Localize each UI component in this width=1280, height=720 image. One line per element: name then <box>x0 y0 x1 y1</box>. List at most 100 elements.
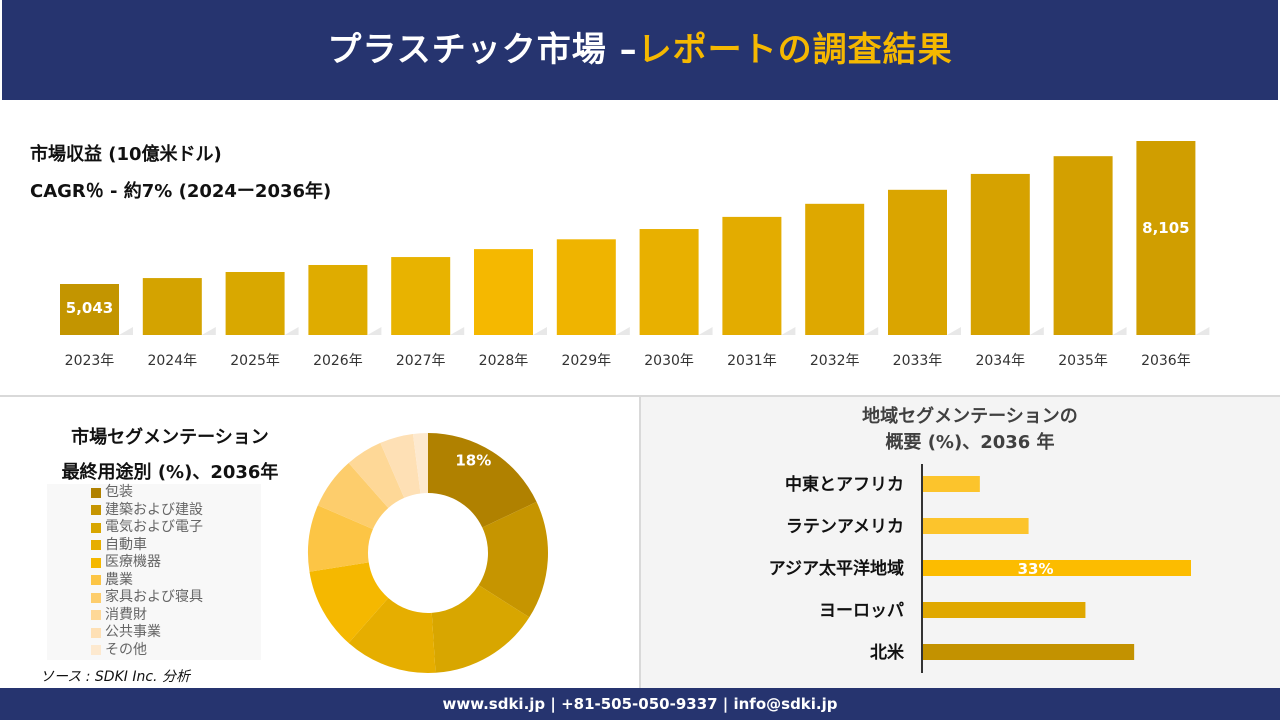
x-tick-label: 2023年 <box>65 353 115 369</box>
x-tick-label: 2031年 <box>727 353 777 369</box>
revenue-bar <box>1053 156 1113 335</box>
bar-data-label: 8,105 <box>1142 219 1189 237</box>
revenue-bar <box>722 216 782 335</box>
region-bar <box>923 644 1135 660</box>
legend-item: 消費財 <box>91 607 261 625</box>
region-bar <box>923 518 1029 534</box>
legend-item: 農業 <box>91 572 261 590</box>
legend-item: その他 <box>91 642 261 660</box>
bar-shadow <box>201 327 216 335</box>
legend-item: 電気および電子 <box>91 519 261 537</box>
bar-shadow <box>1112 327 1127 335</box>
legend-item: 自動車 <box>91 537 261 555</box>
x-tick-label: 2029年 <box>561 353 611 369</box>
donut-legend: 包装 建築および建設 電気および電子 自動車 医療機器 農業 家具および寝具 消費財 公共事業そ… <box>47 484 261 660</box>
divider <box>639 397 641 688</box>
legend-swatch <box>91 645 101 656</box>
title-main: プラスチック市場 – <box>327 30 638 70</box>
bar-shadow <box>119 327 133 335</box>
revenue-bar <box>970 173 1030 335</box>
revenue-bar <box>391 257 451 335</box>
y-tick-label: ラテンアメリカ <box>786 517 904 537</box>
legend-item: 家具および寝具 <box>91 589 261 607</box>
legend-label: 建築および建設 <box>105 501 203 518</box>
bar-shadow <box>450 327 465 335</box>
revenue-bar <box>225 271 285 335</box>
x-tick-label: 2035年 <box>1058 353 1108 369</box>
legend-label: 電気および電子 <box>105 519 203 536</box>
legend-swatch <box>91 575 101 586</box>
region-bar <box>923 476 980 492</box>
bar-shadow <box>615 327 630 335</box>
legend-swatch <box>91 557 101 568</box>
legend-label: 公共事業 <box>105 624 161 641</box>
legend-item: 建築および建設 <box>91 502 261 520</box>
donut-slice <box>317 462 389 530</box>
donut-slice <box>308 505 373 572</box>
x-tick-label: 2030年 <box>644 353 694 369</box>
revenue-bar <box>556 239 616 335</box>
x-tick-label: 2027年 <box>396 353 446 369</box>
bar-shadow <box>367 327 382 335</box>
region-bar <box>923 560 1191 576</box>
region-title-line2: 概要 (%)、2036 年 <box>885 432 1055 453</box>
y-tick-label: ヨーロッパ <box>819 601 904 621</box>
region-bar <box>923 602 1086 618</box>
legend-label: 包装 <box>105 484 133 501</box>
revenue-bar <box>474 249 533 335</box>
legend-label: 自動車 <box>105 536 147 553</box>
legend-swatch <box>91 627 101 638</box>
x-tick-label: 2032年 <box>810 353 860 369</box>
legend-label: 医療機器 <box>105 554 161 571</box>
x-tick-label: 2036年 <box>1141 353 1191 369</box>
bar-shadow <box>781 327 796 335</box>
x-tick-label: 2025年 <box>230 353 280 369</box>
title-accent: レポートの調査結果 <box>637 30 953 70</box>
legend-swatch <box>91 592 101 603</box>
source-note: ソース : SDKI Inc. 分析 <box>40 669 190 685</box>
revenue-bar <box>142 278 202 335</box>
bar-shadow <box>1195 327 1210 335</box>
donut-slice <box>431 585 530 673</box>
legend-swatch <box>91 540 101 551</box>
page-title: プラスチック市場 –レポートの調査結果 <box>2 0 1278 100</box>
bar-data-label: 33% <box>1018 560 1054 578</box>
donut-slice <box>348 598 436 673</box>
bar-data-label: 5,043 <box>66 299 113 317</box>
legend-label: その他 <box>105 641 147 658</box>
legend-swatch <box>91 505 101 516</box>
x-tick-label: 2033年 <box>893 353 943 369</box>
revenue-bar <box>308 264 368 335</box>
revenue-chart-title: 市場収益 (10億米ドル) <box>30 144 222 165</box>
donut-slice <box>380 433 421 498</box>
legend-label: 家具および寝具 <box>105 589 203 606</box>
y-tick-label: 北米 <box>870 642 905 663</box>
segment-subtitle: 最終用途別 (%)、2036年 <box>61 462 279 483</box>
bar-shadow <box>698 327 713 335</box>
bar-shadow <box>1029 327 1044 335</box>
donut-slice <box>412 433 428 494</box>
x-tick-label: 2028年 <box>479 353 529 369</box>
x-tick-label: 2034年 <box>975 353 1025 369</box>
legend-item: 医療機器 <box>91 554 261 572</box>
divider <box>0 395 1280 397</box>
y-tick-label: アジア太平洋地域 <box>769 558 904 579</box>
bar-shadow <box>284 327 299 335</box>
legend-label: 農業 <box>105 571 133 588</box>
legend-label: 消費財 <box>105 606 147 623</box>
bar-shadow <box>947 327 961 335</box>
revenue-bar <box>805 203 865 335</box>
legend-swatch <box>91 610 101 621</box>
revenue-bar <box>60 284 119 335</box>
donut-slice <box>478 501 548 618</box>
region-panel <box>641 397 1280 688</box>
cagr-label: CAGR％ - 約7% (2024ー2036年) <box>30 181 332 202</box>
revenue-bar <box>888 189 947 335</box>
region-chart-title: 地域セグメンテーションの 概要 (%)、2036 年 <box>760 404 1180 456</box>
revenue-bar-chart: 2023年 5,043 2024年 2025年 2026年 2027年 2028年 2029年… <box>60 141 1210 369</box>
slice-data-label: 18% <box>455 451 491 469</box>
bar-shadow <box>533 327 547 335</box>
x-tick-label: 2026年 <box>313 353 363 369</box>
donut-slice <box>348 442 405 508</box>
